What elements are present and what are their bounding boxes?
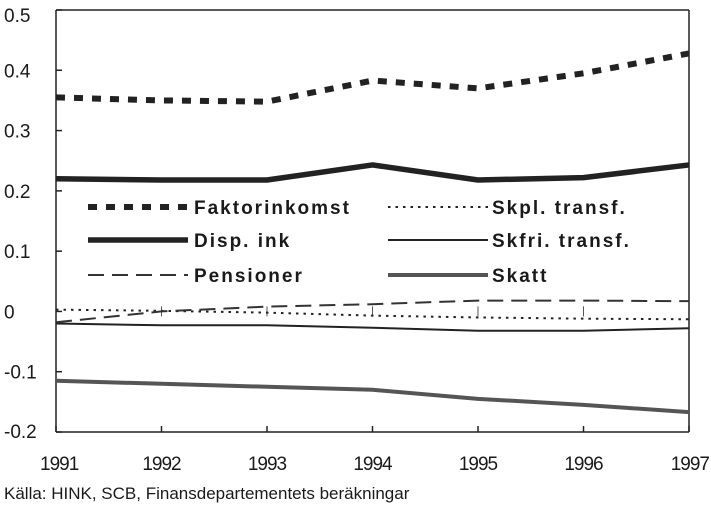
- legend-label: Faktorinkomst: [194, 198, 351, 219]
- series-line-disp-ink: [55, 162, 690, 183]
- x-tick-label: 1997: [671, 454, 710, 475]
- source-note: Källa: HINK, SCB, Finansdepartementets b…: [4, 484, 410, 503]
- x-tick-label: 1993: [248, 454, 287, 475]
- y-tick-label: 0.5: [4, 6, 30, 27]
- x-axis: 1991 1992 1993 1994 1995 1996 1997: [40, 9, 710, 475]
- x-tick-label: 1992: [142, 454, 181, 475]
- y-tick-label: 0.1: [4, 242, 30, 263]
- y-tick-label: -0.1: [4, 363, 37, 384]
- y-axis: 0.5 0.4 0.3 0.2 0.1 0 -0.1 -0.2: [4, 6, 690, 443]
- legend-label: Disp. ink: [194, 231, 291, 252]
- y-tick-label: -0.2: [4, 422, 37, 443]
- y-tick-label: 0.4: [4, 61, 31, 82]
- x-tick-label: 1996: [564, 454, 603, 475]
- y-tick-label: 0: [4, 302, 15, 323]
- series-lines: [55, 50, 690, 415]
- x-tick-label: 1995: [459, 454, 498, 475]
- series-line-pensioner: [55, 299, 690, 324]
- legend-label: Skfri. transf.: [492, 231, 631, 252]
- legend: Faktorinkomst Skpl. transf. Disp. ink Skfri…: [88, 198, 631, 287]
- y-tick-label: 0.2: [4, 182, 30, 203]
- series-line-skfri-transf: [55, 322, 690, 332]
- legend-label: Skatt: [492, 266, 548, 287]
- legend-label: Skpl. transf.: [492, 198, 627, 219]
- x-tick-label: 1991: [40, 454, 79, 475]
- y-tick-label: 0.3: [4, 122, 30, 143]
- series-line-skatt: [55, 378, 690, 415]
- x-tick-label: 1994: [353, 454, 393, 475]
- series-line-faktorinkomst: [55, 50, 690, 105]
- legend-label: Pensioner: [194, 266, 304, 287]
